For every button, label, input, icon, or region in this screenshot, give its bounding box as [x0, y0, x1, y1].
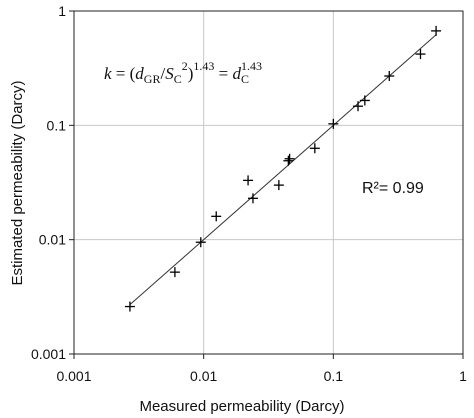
eq-exponent-2: 1.43 [241, 59, 262, 73]
data-point [211, 211, 222, 222]
eq-sup-2: 2 [182, 59, 188, 73]
eq-sub-gr: GR [144, 72, 161, 86]
data-point [169, 267, 180, 278]
fit-line-group [129, 34, 437, 306]
fit-line [129, 34, 437, 306]
data-point [243, 175, 254, 186]
y-tick-label: 1 [58, 3, 66, 19]
y-tick-label: 0.01 [39, 232, 66, 248]
x-axis-label: Measured permeability (Darcy) [139, 398, 344, 415]
data-point [309, 143, 320, 154]
eq-d2: d [232, 64, 241, 83]
plot-frame [73, 10, 464, 355]
data-points [124, 25, 442, 312]
y-axis-ticks: 0.001 0.01 0.1 1 [31, 3, 74, 362]
r-squared-annotation: R²= 0.99 [362, 180, 424, 197]
data-point [273, 180, 284, 191]
data-point [247, 193, 258, 204]
data-point [431, 25, 442, 36]
data-point [195, 237, 206, 248]
data-point [328, 118, 339, 129]
eq-slash: / [160, 64, 165, 83]
x-tick-label: 1 [459, 368, 467, 384]
y-tick-label: 0.1 [47, 117, 67, 133]
eq-exponent: 1.43 [193, 59, 214, 73]
eq-paren: ) [188, 64, 194, 83]
eq-k: k [104, 64, 112, 83]
data-point [415, 49, 426, 60]
eq-part-1: = ( [112, 64, 136, 83]
eq-sub-c2: C [241, 72, 249, 86]
y-axis-label: Estimated permeability (Darcy) [9, 80, 26, 285]
data-point [284, 153, 295, 164]
equation-annotation: k = (dGR/SC2)1.43 = dC1.43 [104, 59, 262, 86]
x-axis-ticks: 0.001 0.01 0.1 1 [56, 354, 467, 384]
eq-d: d [135, 64, 144, 83]
x-tick-label: 0.01 [190, 368, 217, 384]
data-point [124, 301, 135, 312]
data-point [359, 95, 370, 106]
x-tick-label: 0.1 [324, 368, 344, 384]
eq-sub-c: C [174, 72, 182, 86]
data-point [283, 155, 294, 166]
eq-part-2: = [214, 64, 232, 83]
eq-s: S [165, 64, 174, 83]
data-point [353, 101, 364, 112]
data-point [384, 71, 395, 82]
grid [74, 11, 463, 354]
x-tick-label: 0.001 [56, 368, 91, 384]
y-tick-label: 0.001 [31, 346, 66, 362]
